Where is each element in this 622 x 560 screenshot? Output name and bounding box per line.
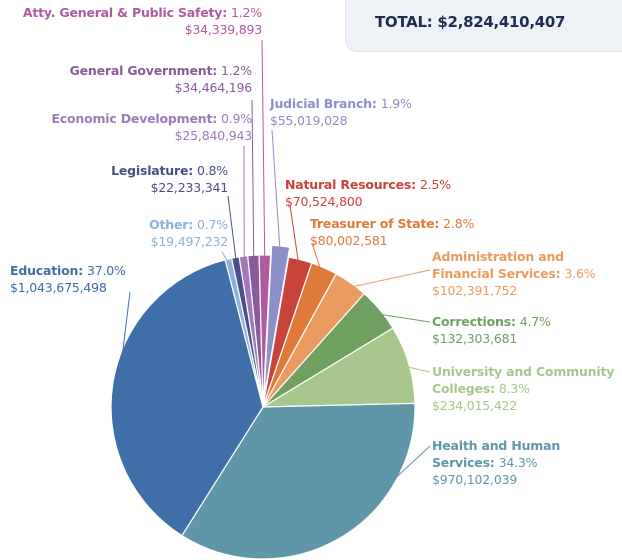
- category-name: University and Community Colleges:: [432, 364, 615, 396]
- total: TOTAL: $2,824,410,407: [375, 13, 565, 31]
- leader-line: [227, 195, 237, 264]
- percent-label: 3.6%: [564, 266, 596, 281]
- slice-label: Education: 37.0% $1,043,675,498: [10, 262, 210, 296]
- slice-label: General Government: 1.2% $34,464,196: [20, 62, 253, 96]
- label-line: $34,464,196: [20, 79, 253, 96]
- label-line: $234,015,422: [432, 397, 622, 414]
- percent-label: 0.8%: [197, 163, 228, 178]
- pie-slice: [110, 259, 264, 537]
- category-name: Legislature:: [111, 163, 194, 178]
- label-line: Judicial Branch: 1.9%: [270, 95, 440, 112]
- label-line: $80,002,581: [310, 232, 490, 249]
- percent-label: 37.0%: [86, 263, 126, 278]
- label-line: Atty. General & Public Safety: 1.2%: [0, 4, 262, 21]
- amount-label: $25,840,943: [174, 128, 253, 143]
- amount-label: $34,339,893: [184, 22, 263, 37]
- label-line: Administration and Financial Services: 3.…: [432, 248, 600, 282]
- label-line: $55,019,028: [270, 112, 440, 129]
- label-line: $25,840,943: [10, 127, 253, 144]
- amount-label: $80,002,581: [310, 233, 388, 248]
- category-name: Corrections:: [432, 314, 516, 329]
- percent-label: 2.8%: [443, 216, 475, 231]
- label-line: $22,233,341: [30, 179, 229, 196]
- amount-label: $22,233,341: [150, 180, 229, 195]
- category-name: Administration and Financial Services:: [432, 249, 564, 281]
- label-line: Economic Development: 0.9%: [10, 110, 252, 127]
- label-line: General Government: 1.2%: [20, 62, 253, 79]
- pie-slice: [181, 402, 416, 560]
- amount-label: $102,391,752: [432, 283, 518, 298]
- category-name: General Government:: [69, 63, 218, 78]
- category-name: Atty. General & Public Safety:: [22, 5, 228, 20]
- category-name: Other:: [149, 217, 194, 232]
- amount-label: $19,497,232: [150, 234, 229, 249]
- label-line: Legislature: 0.8%: [30, 162, 228, 179]
- leader-line: [289, 204, 300, 266]
- leader-line: [261, 39, 266, 262]
- pie-slice: [263, 244, 291, 398]
- leader-line: [347, 269, 431, 289]
- label-line: $132,303,681: [432, 330, 622, 347]
- label-line: $70,524,800: [285, 193, 465, 210]
- category-name: Natural Resources:: [285, 177, 416, 192]
- leader-line: [311, 242, 323, 274]
- label-line: Natural Resources: 2.5%: [285, 176, 465, 193]
- percent-label: 8.3%: [498, 381, 530, 396]
- amount-label: $234,015,422: [432, 398, 518, 413]
- percent-label: 4.7%: [519, 314, 551, 329]
- label-line: Health and Human Services: 34.3%: [432, 437, 582, 471]
- amount-label: $970,102,039: [432, 472, 518, 487]
- slice-label: University and Community Colleges: 8.3% $2…: [432, 363, 622, 414]
- slice-label: Corrections: 4.7% $132,303,681: [432, 313, 622, 347]
- leader-line: [375, 313, 431, 323]
- label-line: $102,391,752: [432, 282, 600, 299]
- label-line: Treasurer of State: 2.8%: [310, 215, 490, 232]
- total-box: [345, 0, 622, 52]
- leader-line: [118, 291, 131, 385]
- slice-label: Atty. General & Public Safety: 1.2% $34,33…: [0, 4, 262, 38]
- label-line: University and Community Colleges: 8.3%: [432, 363, 622, 397]
- category-name: Education:: [10, 263, 83, 278]
- percent-label: 1.9%: [380, 96, 412, 111]
- percent-label: 34.3%: [498, 455, 538, 470]
- label-line: $34,339,893: [0, 21, 263, 38]
- amount-label: $34,464,196: [174, 80, 253, 95]
- total-value: $2,824,410,407: [437, 13, 566, 31]
- leader-line: [221, 251, 231, 266]
- leader-line: [271, 129, 281, 252]
- amount-label: $132,303,681: [432, 331, 518, 346]
- percent-label: 0.7%: [197, 217, 228, 232]
- label-line: $1,043,675,498: [10, 279, 210, 296]
- label-line: Other: 0.7%: [60, 216, 228, 233]
- percent-label: 2.5%: [419, 177, 451, 192]
- amount-label: $70,524,800: [285, 194, 363, 209]
- slice-label: Legislature: 0.8% $22,233,341: [30, 162, 228, 196]
- category-name: Treasurer of State:: [310, 216, 440, 231]
- total-label: TOTAL:: [375, 13, 433, 31]
- percent-label: 1.2%: [221, 63, 252, 78]
- label-line: $19,497,232: [60, 233, 229, 250]
- slice-label: Economic Development: 0.9% $25,840,943: [10, 110, 252, 144]
- percent-label: 1.2%: [231, 5, 262, 20]
- category-name: Economic Development:: [51, 111, 218, 126]
- slice-label: Administration and Financial Services: 3.…: [432, 248, 600, 299]
- slice-label: Natural Resources: 2.5% $70,524,800: [285, 176, 465, 210]
- category-name: Health and Human Services:: [432, 438, 561, 470]
- slice-label: Treasurer of State: 2.8% $80,002,581: [310, 215, 490, 249]
- leader-line: [251, 99, 255, 262]
- label-line: $970,102,039: [432, 471, 582, 488]
- leader-line: [403, 365, 431, 373]
- category-name: Judicial Branch:: [270, 96, 377, 111]
- slice-label: Health and Human Services: 34.3% $970,102,…: [432, 437, 582, 488]
- label-line: Education: 37.0%: [10, 262, 210, 279]
- slice-label: Other: 0.7% $19,497,232: [60, 216, 228, 250]
- percent-label: 0.9%: [221, 111, 252, 126]
- label-line: Corrections: 4.7%: [432, 313, 622, 330]
- amount-label: $1,043,675,498: [10, 280, 107, 295]
- leader-line: [334, 445, 431, 535]
- amount-label: $55,019,028: [270, 113, 348, 128]
- slice-label: Judicial Branch: 1.9% $55,019,028: [270, 95, 440, 129]
